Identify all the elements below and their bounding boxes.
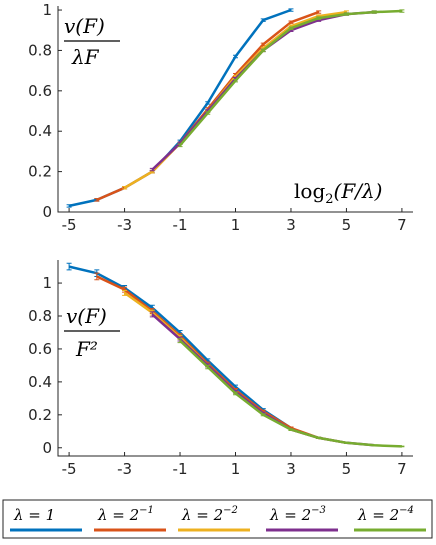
legend-label-0: λ = 1	[13, 506, 55, 524]
legend-label-3: λ = 2−3	[269, 505, 326, 524]
bottom-series-4-point	[316, 436, 322, 440]
bottom-x-tick-label: 5	[342, 460, 352, 478]
top-series-4-point	[343, 12, 349, 16]
top-series-0-point	[233, 54, 238, 59]
top-series-4-point	[371, 10, 377, 14]
top-series-1-point	[288, 20, 294, 24]
top-series-0-point	[260, 18, 266, 22]
bottom-series-line-3	[151, 313, 375, 447]
top-x-tick-label: -5	[62, 216, 77, 234]
bottom-series-4-point	[233, 391, 238, 396]
top-series-group	[66, 8, 405, 208]
legend-items: λ = 1 λ = 2−1 λ = 2−2 λ = 2−3 λ = 2−4	[10, 505, 426, 532]
legend-label-4: λ = 2−4	[357, 505, 414, 524]
bottom-series-line-1	[96, 275, 320, 440]
top-series-1-point	[94, 198, 100, 202]
bottom-axis-box	[57, 260, 413, 457]
bottom-series-4-point	[260, 413, 266, 417]
bottom-series-2-point	[122, 289, 128, 296]
top-series-1-point	[316, 10, 322, 14]
top-series-line-0	[68, 8, 292, 208]
bottom-x-tick-label: 3	[286, 460, 296, 478]
bottom-x-tick-label: -5	[62, 460, 77, 478]
top-series-0-point	[66, 204, 72, 208]
top-series-4-point	[316, 16, 322, 20]
bottom-y-tick-label: 0.6	[28, 340, 52, 358]
bottom-series-4-point	[343, 441, 349, 444]
legend-box	[2, 499, 433, 539]
x-axis-label-log: log2(F/λ)	[294, 179, 382, 207]
top-y-tick-label: 0	[42, 203, 52, 221]
bottom-series-3-point	[149, 311, 155, 318]
top-x-tick-label: 3	[286, 216, 296, 234]
top-series-0-point	[288, 8, 294, 12]
bottom-series-0-point	[66, 262, 72, 271]
bottom-y-tick-label: 0.8	[28, 307, 52, 325]
top-series-4-point	[260, 48, 266, 53]
bottom-y-tick-label: 0.4	[28, 373, 52, 391]
bottom-y-tick-label: 0	[42, 439, 52, 457]
bottom-chart-panel: -5 -3 -1 1 3 5 7 0 0.2 0.4 0.6 0.8 1 v(F) F²	[28, 260, 413, 478]
top-series-line-2	[123, 10, 347, 189]
bottom-series-4-point	[205, 364, 211, 370]
top-y-tick-label: 0.4	[28, 122, 52, 140]
top-chart-panel: -5 -3 -1 1 3 5 7 0 0.2 0.4 0.6 0.8 1 v(F) λF log2(F/…	[28, 1, 413, 234]
bottom-series-4-point	[399, 445, 405, 448]
bottom-series-group	[66, 262, 405, 448]
top-x-axis-label: log2(F/λ)	[294, 179, 382, 207]
top-series-4-point	[288, 26, 294, 30]
legend-label-1: λ = 2−1	[97, 505, 154, 524]
bottom-series-4-point	[288, 428, 294, 431]
top-annotation: v(F) λF	[64, 14, 120, 69]
bottom-series-4-point	[177, 338, 183, 344]
bottom-annotation-denominator: F²	[75, 337, 98, 361]
bottom-x-tick-label: 7	[397, 460, 407, 478]
bottom-x-tick-label: 1	[231, 460, 241, 478]
top-series-0-point	[205, 101, 211, 105]
legend-label-2: λ = 2−2	[181, 505, 238, 524]
top-series-4-point	[177, 143, 183, 148]
top-x-tick-label: 7	[397, 216, 407, 234]
top-series-4-point	[205, 111, 211, 115]
bottom-series-1-point	[94, 272, 100, 281]
top-series-4-point	[399, 9, 405, 13]
bottom-series-4-point	[371, 444, 377, 447]
legend: λ = 1 λ = 2−1 λ = 2−2 λ = 2−3 λ = 2−4	[2, 499, 433, 539]
top-annotation-denominator: λF	[71, 45, 100, 69]
top-annotation-numerator: v(F)	[64, 14, 105, 38]
bottom-annotation: v(F) F²	[64, 304, 120, 361]
bottom-y-tick-label: 1	[42, 274, 52, 292]
top-ticks: -5 -3 -1 1 3 5 7 0 0.2 0.4 0.6 0.8 1	[28, 1, 407, 234]
top-series-3-point	[149, 167, 155, 172]
top-series-4-point	[233, 79, 238, 83]
top-series-line-3	[151, 10, 375, 171]
top-x-tick-label: 5	[342, 216, 352, 234]
top-y-tick-label: 0.2	[28, 163, 52, 181]
bottom-x-tick-label: -1	[173, 460, 188, 478]
top-series-line-1	[96, 10, 320, 202]
bottom-x-tick-label: -3	[117, 460, 132, 478]
top-y-tick-label: 1	[42, 1, 52, 19]
bottom-y-tick-label: 0.2	[28, 406, 52, 424]
bottom-annotation-numerator: v(F)	[66, 304, 107, 328]
bottom-series-line-0	[68, 265, 292, 430]
bottom-ticks: -5 -3 -1 1 3 5 7 0 0.2 0.4 0.6 0.8 1	[28, 274, 407, 478]
top-y-tick-label: 0.6	[28, 82, 52, 100]
top-y-tick-label: 0.8	[28, 41, 52, 59]
top-x-tick-label: 1	[231, 216, 241, 234]
top-x-tick-label: -1	[173, 216, 188, 234]
top-series-2-point	[122, 186, 128, 190]
top-x-tick-label: -3	[117, 216, 132, 234]
